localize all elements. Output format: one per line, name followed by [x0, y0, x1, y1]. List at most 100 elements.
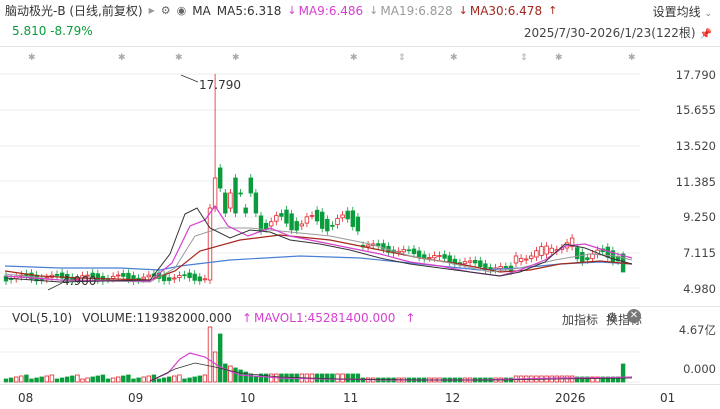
triangle-icon[interactable]: ▶	[148, 6, 155, 15]
candle-body	[126, 272, 131, 280]
candle-body	[177, 275, 182, 278]
volume-bar	[166, 376, 172, 383]
stock-title[interactable]: 脑动极光-B (日线,前复权)	[5, 4, 143, 18]
x-tick: 09	[128, 391, 144, 405]
candle-body	[172, 277, 177, 280]
event-marker[interactable]: ✱	[175, 53, 183, 63]
event-marker[interactable]: ✱	[628, 53, 636, 63]
gear-icon[interactable]: ⚙	[607, 310, 618, 324]
x-tick: 11	[343, 391, 359, 405]
ma30-down-arrow-icon: ↓	[458, 4, 468, 17]
eye-icon[interactable]: ◉	[176, 4, 187, 17]
volume-bar	[75, 374, 80, 383]
xaxis-divider	[0, 384, 720, 385]
volume-bar	[44, 375, 49, 383]
candle-body	[575, 247, 580, 260]
volume-bar	[24, 374, 29, 383]
candle-body	[85, 274, 90, 277]
vol-indicator[interactable]: VOL(5,10)	[12, 311, 73, 325]
candle-body	[248, 177, 253, 194]
event-marker[interactable]: ⇕	[398, 53, 406, 63]
volume-bar	[177, 374, 182, 383]
event-marker[interactable]: ✱	[28, 53, 36, 63]
x-tick: 2026	[555, 391, 586, 405]
candle-body	[416, 250, 422, 258]
candle-body	[90, 272, 95, 278]
volume-bar	[325, 373, 330, 383]
candle-body	[141, 276, 146, 280]
volume-axis-top: 4.67亿	[678, 323, 716, 337]
candle-body	[529, 255, 534, 259]
candle-body	[223, 192, 228, 214]
volume-bar	[131, 378, 136, 383]
candle-body	[539, 246, 544, 256]
volume-bar	[330, 373, 335, 383]
volume-bar	[580, 376, 585, 383]
date-range-text: 2025/7/30-2026/1/23(122根)	[523, 26, 696, 40]
event-marker[interactable]: ✱	[232, 53, 240, 63]
candle-body	[314, 209, 320, 222]
volume-bar	[595, 376, 600, 383]
candle-body	[166, 277, 172, 281]
ma60-line	[4, 255, 633, 271]
settings-ma-button[interactable]: 设置均线 ⌄	[653, 3, 712, 20]
price-tick: 13.520	[675, 139, 716, 153]
candle-body	[549, 247, 554, 253]
volume-bar	[223, 363, 228, 383]
ma19-down-arrow-icon: ↓	[369, 4, 379, 17]
candle-body	[411, 248, 417, 255]
volume-bar	[100, 374, 106, 383]
volume-divider	[0, 306, 720, 307]
volume-bar	[187, 377, 192, 383]
volume-bar	[105, 378, 111, 383]
event-marker[interactable]: ✱	[450, 53, 458, 63]
price-tick: 15.655	[675, 103, 716, 117]
candle-body	[289, 213, 294, 231]
volume-chart[interactable]	[0, 323, 720, 383]
volume-bar	[95, 375, 100, 383]
date-range: 2025/7/30-2026/1/23(122根) 📌	[524, 24, 712, 41]
volume-bar	[197, 375, 202, 383]
pin-icon[interactable]: 📌	[699, 29, 712, 40]
candle-body	[121, 273, 126, 277]
gear-icon[interactable]: ⚙	[160, 4, 171, 17]
add-indicator-button[interactable]: 加指标	[561, 313, 598, 327]
close-icon[interactable]: ✕	[627, 309, 641, 323]
candlestick-chart[interactable]: 17.790 4.900	[0, 58, 720, 298]
candle-body	[585, 257, 590, 261]
vol-volume: VOLUME:119382000.000	[82, 311, 232, 325]
ma30-value: MA30:6.478	[469, 4, 543, 18]
candle-body	[513, 255, 519, 264]
chart-header: 脑动极光-B (日线,前复权) ▶ ⚙ ◉ MA MA5:6.318 ↓ MA9:…	[5, 3, 557, 19]
volume-bar	[136, 377, 141, 383]
candle-body	[325, 218, 330, 232]
volume-bar	[80, 378, 85, 383]
x-tick: 12	[445, 391, 461, 405]
header-divider	[0, 46, 720, 47]
candle-body	[182, 274, 187, 277]
candle-body	[569, 237, 575, 247]
candle-body	[498, 266, 503, 269]
volume-bar	[345, 373, 350, 383]
event-marker[interactable]: ✱	[350, 53, 358, 63]
price-tick: 7.115	[683, 246, 716, 260]
price-gridlines	[0, 73, 640, 289]
volume-bar	[8, 377, 14, 383]
volume-bar	[605, 376, 610, 383]
volume-bar	[238, 369, 243, 383]
volume-bar	[590, 376, 595, 383]
candle-body	[330, 224, 335, 227]
event-marker[interactable]: ⇕	[520, 53, 528, 63]
volume-bar	[146, 375, 151, 383]
candle-body	[228, 192, 233, 209]
event-marker[interactable]: ✱	[118, 53, 126, 63]
candle-body	[534, 250, 539, 258]
candle-body	[59, 272, 65, 279]
ma30-line	[4, 234, 633, 281]
volume-bar	[228, 365, 233, 383]
volume-bar	[65, 376, 70, 383]
candle-body	[274, 215, 279, 222]
volume-bar	[243, 371, 248, 383]
ma30-up-arrow-icon: ↑	[548, 4, 558, 17]
event-marker[interactable]: ✱	[555, 53, 563, 63]
